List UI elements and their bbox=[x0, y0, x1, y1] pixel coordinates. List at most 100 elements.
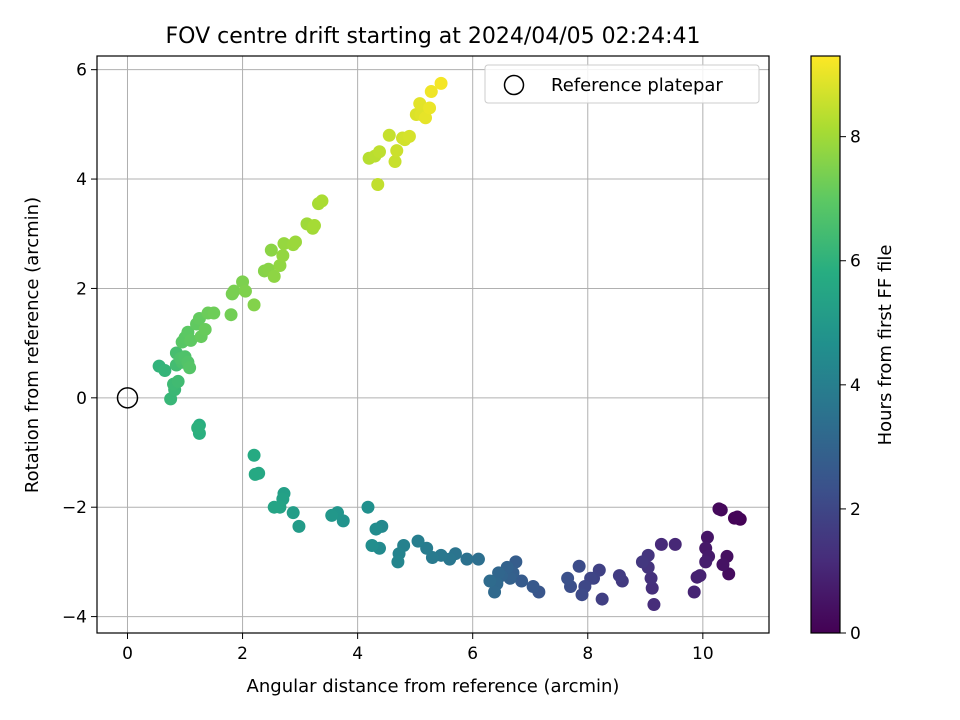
data-point bbox=[325, 508, 339, 522]
data-point bbox=[647, 598, 661, 612]
data-point bbox=[700, 530, 714, 544]
data-point bbox=[315, 194, 329, 208]
legend: Reference platepar bbox=[484, 64, 760, 104]
data-point bbox=[413, 97, 427, 111]
x-axis-ticks: 0 2 4 6 8 10 bbox=[122, 633, 714, 664]
colorbar-ticks: 0 2 4 6 8 bbox=[840, 128, 861, 644]
chart-title: FOV centre drift starting at 2024/04/05 … bbox=[166, 24, 701, 49]
data-point bbox=[247, 448, 261, 462]
data-point bbox=[471, 552, 485, 566]
data-point bbox=[184, 333, 198, 347]
data-point bbox=[687, 585, 701, 599]
colorbar-tick-label: 0 bbox=[850, 624, 861, 644]
data-point bbox=[411, 534, 425, 548]
data-point bbox=[492, 566, 506, 580]
data-point bbox=[434, 76, 448, 90]
data-point bbox=[645, 581, 659, 595]
data-point bbox=[307, 219, 321, 233]
colorbar bbox=[811, 56, 840, 633]
data-point bbox=[371, 178, 385, 192]
y-tick-label: 0 bbox=[76, 389, 87, 409]
data-point bbox=[391, 555, 405, 569]
grid-lines bbox=[97, 56, 769, 633]
data-point bbox=[183, 361, 197, 375]
data-point bbox=[716, 558, 730, 572]
y-tick-label: 6 bbox=[76, 61, 87, 81]
data-point bbox=[654, 537, 668, 551]
data-point bbox=[612, 569, 626, 583]
colorbar-tick-label: 8 bbox=[850, 128, 861, 148]
data-point bbox=[267, 500, 281, 514]
data-point bbox=[224, 308, 238, 322]
data-point bbox=[730, 510, 744, 524]
reference-marker-group bbox=[116, 387, 139, 409]
x-tick-label: 8 bbox=[582, 644, 593, 664]
data-point bbox=[420, 541, 434, 555]
data-point bbox=[460, 552, 474, 566]
plot-frame bbox=[96, 55, 770, 634]
data-point bbox=[419, 111, 433, 125]
data-point bbox=[693, 569, 707, 583]
data-point bbox=[722, 567, 736, 581]
data-point bbox=[402, 129, 416, 143]
x-tick-label: 10 bbox=[692, 644, 714, 664]
data-point bbox=[264, 243, 278, 257]
x-tick-label: 2 bbox=[237, 644, 248, 664]
data-point bbox=[390, 144, 404, 158]
data-point bbox=[635, 555, 649, 569]
y-tick-label: −4 bbox=[62, 608, 87, 628]
data-point bbox=[288, 235, 302, 249]
data-point bbox=[365, 538, 379, 552]
data-point bbox=[572, 559, 586, 573]
data-point bbox=[292, 519, 306, 533]
data-point bbox=[361, 500, 375, 514]
data-point bbox=[595, 592, 609, 606]
data-point bbox=[198, 322, 212, 336]
data-point bbox=[526, 580, 540, 594]
data-point bbox=[382, 128, 396, 142]
data-point bbox=[273, 258, 287, 272]
data-point bbox=[191, 421, 205, 435]
data-point bbox=[372, 145, 386, 159]
x-axis-label: Angular distance from reference (arcmin) bbox=[247, 676, 620, 697]
data-point bbox=[483, 574, 497, 588]
data-point bbox=[668, 537, 682, 551]
y-tick-label: 2 bbox=[76, 279, 87, 299]
colorbar-tick-label: 4 bbox=[850, 376, 861, 396]
data-point bbox=[207, 306, 221, 320]
data-point bbox=[276, 249, 290, 263]
colorbar-frame bbox=[810, 55, 841, 634]
scatter-points bbox=[152, 76, 747, 612]
data-point bbox=[267, 269, 281, 283]
data-point bbox=[712, 502, 726, 516]
data-point bbox=[158, 363, 172, 377]
data-point bbox=[425, 551, 439, 565]
data-point bbox=[248, 467, 262, 481]
y-tick-label: −2 bbox=[62, 498, 87, 518]
data-point bbox=[388, 155, 402, 169]
data-point bbox=[515, 574, 529, 588]
data-point bbox=[369, 522, 383, 536]
x-tick-label: 0 bbox=[122, 644, 133, 664]
y-axis-label: Rotation from reference (arcmin) bbox=[22, 197, 43, 493]
x-tick-label: 6 bbox=[467, 644, 478, 664]
colorbar-label: Hours from first FF file bbox=[875, 245, 896, 446]
data-point bbox=[561, 571, 575, 585]
y-axis-ticks: −4 −2 0 2 4 6 bbox=[62, 61, 97, 628]
legend-marker-circle-icon bbox=[503, 74, 525, 96]
reference-platepar-marker bbox=[116, 387, 139, 409]
data-point bbox=[238, 284, 252, 298]
data-point bbox=[247, 298, 261, 312]
y-tick-label: 4 bbox=[76, 170, 87, 190]
legend-box bbox=[484, 64, 760, 104]
colorbar-tick-label: 2 bbox=[850, 500, 861, 520]
data-point bbox=[423, 101, 437, 115]
x-tick-label: 4 bbox=[352, 644, 363, 664]
legend-entry-reference-platepar: Reference platepar bbox=[551, 75, 723, 96]
data-point bbox=[424, 85, 438, 99]
data-point bbox=[286, 506, 300, 520]
data-point bbox=[227, 284, 241, 298]
data-point bbox=[644, 571, 658, 585]
data-point bbox=[699, 555, 713, 569]
